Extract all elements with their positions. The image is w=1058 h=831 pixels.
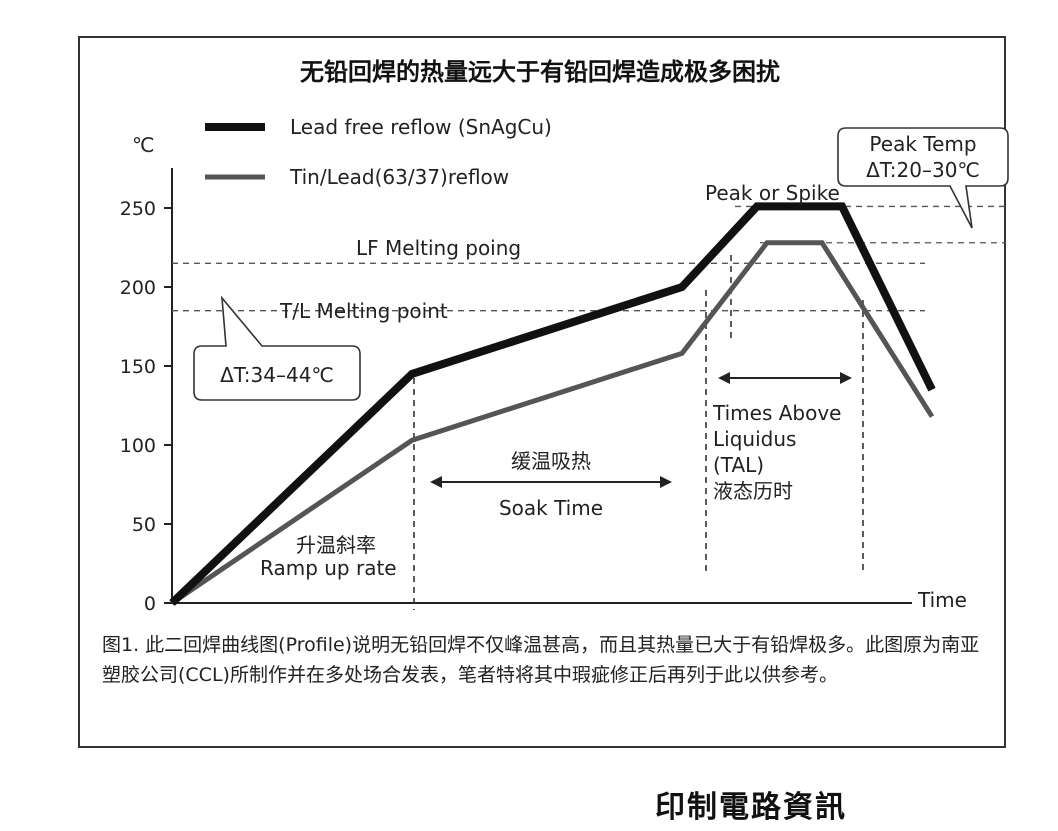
soak-arrow-right-head — [660, 476, 672, 488]
tal-arrow-left-head — [718, 372, 730, 384]
soak-label-cn: 缓温吸热 — [511, 449, 591, 473]
delta-melt-callout — [193, 295, 361, 401]
y-tick-label: 250 — [120, 198, 156, 220]
ramp-label-en: Ramp up rate — [260, 556, 397, 580]
tal-label-cn: 液态历时 — [713, 479, 793, 503]
series-line-tin-lead — [170, 240, 935, 606]
peak-temp-line2: ΔT:20–30℃ — [866, 158, 980, 182]
y-axis-unit: ℃ — [132, 133, 154, 157]
figure-caption: 图1. 此二回焊曲线图(Profile)说明无铅回焊不仅峰温甚高，而且其热量已大… — [102, 634, 980, 686]
publication-footer: 印制電路資訊 — [655, 790, 847, 825]
y-tick-label: 50 — [132, 514, 156, 536]
y-tick-label: 150 — [120, 356, 156, 378]
y-tick-label: 200 — [120, 277, 156, 299]
reference-lines — [172, 205, 1005, 312]
delta-melt-label: ΔT:34–44℃ — [220, 363, 334, 387]
tal-label-1: Times Above — [712, 401, 841, 425]
legend-label-lead-free: Lead free reflow (SnAgCu) — [290, 115, 552, 139]
peak-temp-line1: Peak Temp — [869, 132, 976, 156]
figure-frame — [78, 36, 1006, 748]
lf-melting-label: LF Melting poing — [356, 236, 521, 260]
tal-arrow-right-head — [840, 372, 852, 384]
tal-label-3: (TAL) — [713, 453, 764, 477]
y-ticks: 0 50 100 150 200 250 — [120, 198, 172, 615]
series-line-lead-free — [169, 202, 936, 606]
peak-label: Peak or Spike — [705, 181, 840, 205]
ramp-label-cn: 升温斜率 — [296, 533, 376, 557]
x-axis-label: Time — [917, 588, 967, 612]
legend-label-tin-lead: Tin/Lead(63/37)reflow — [289, 165, 509, 189]
y-tick-label: 0 — [144, 593, 156, 615]
tl-melting-label: T/L Melting point — [279, 299, 448, 323]
tal-label-2: Liquidus — [713, 427, 796, 451]
soak-arrow-left-head — [430, 476, 442, 488]
peak-temp-callout — [837, 127, 1009, 229]
soak-label-en: Soak Time — [499, 496, 603, 520]
y-tick-label: 100 — [120, 435, 156, 457]
chart-title: 无铅回焊的热量远大于有铅回焊造成极多困扰 — [300, 57, 780, 86]
